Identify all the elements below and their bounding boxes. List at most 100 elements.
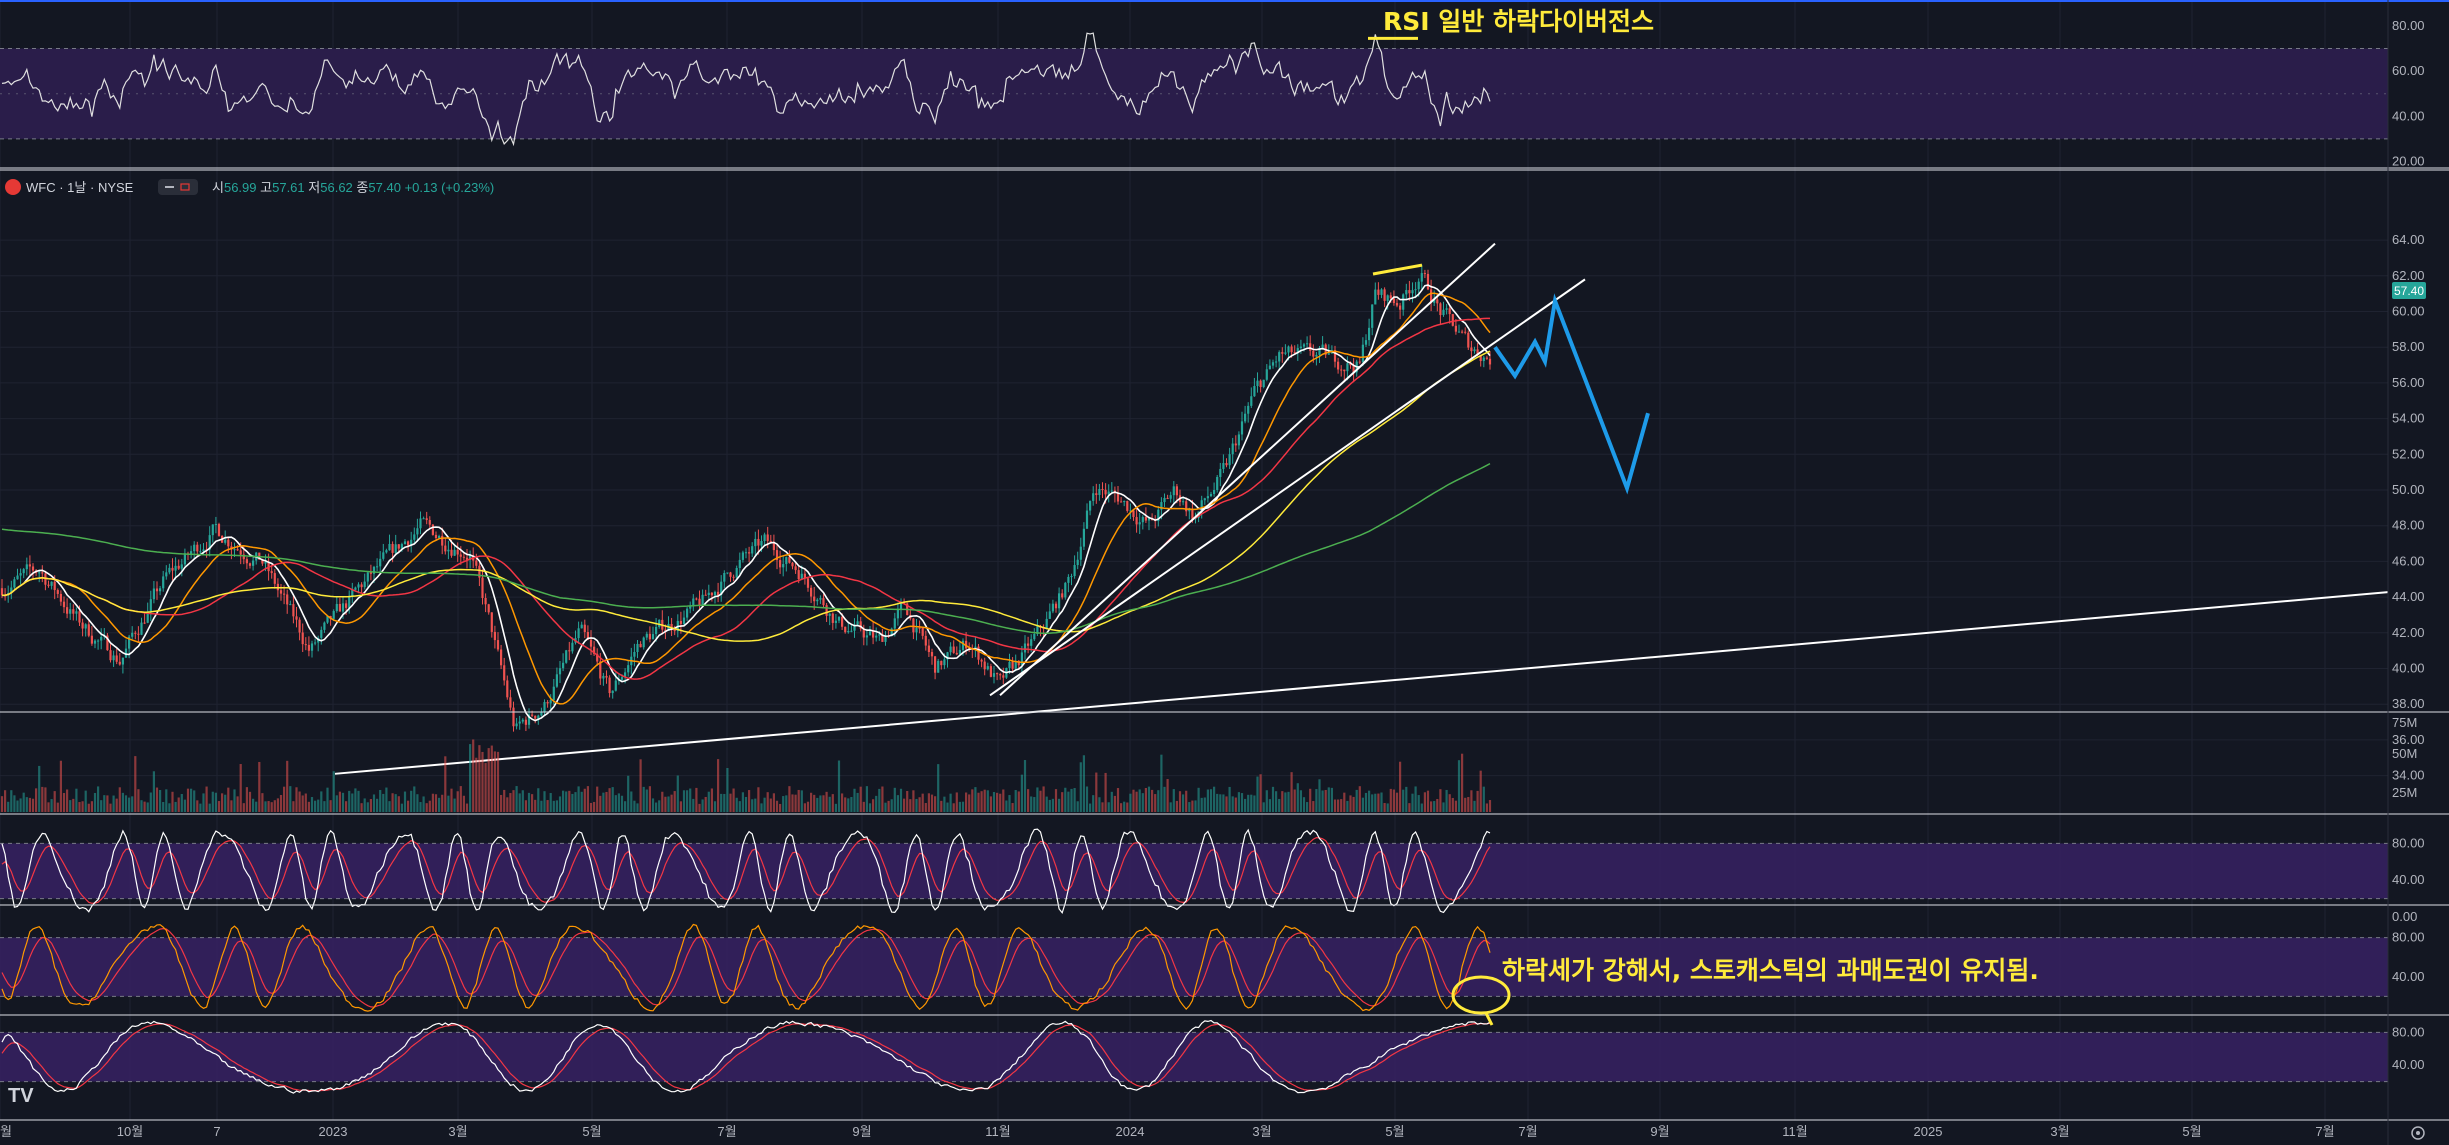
candle-body: [1237, 434, 1240, 446]
volume-bar: [813, 794, 816, 812]
volume-bar: [1479, 770, 1482, 812]
volume-bar: [1284, 792, 1287, 812]
candle-body: [475, 560, 478, 566]
candle-body: [1058, 593, 1061, 609]
candle-body: [571, 642, 574, 652]
trend-lines: [334, 242, 2389, 775]
candle-body: [875, 635, 878, 638]
volume-bar: [106, 795, 109, 812]
oscillator-pane-3[interactable]: [1, 1019, 1491, 1094]
volume-bar: [872, 799, 875, 812]
volume-bar: [298, 791, 301, 812]
candle-body: [1479, 354, 1482, 362]
candle-body: [1045, 618, 1048, 629]
time-axis[interactable]: 월 10월 7 2023 3월 5월 7월 9월 11월 2024 3월 5월 7월 9월 11월 2025 3…: [0, 1124, 2335, 1139]
volume-bar: [782, 796, 785, 812]
volume-bar: [983, 789, 986, 812]
volume-bar: [1017, 791, 1020, 812]
moving-averages: [1, 284, 1491, 722]
volume-bar: [515, 786, 518, 812]
volume-bar: [577, 786, 580, 812]
volume-bar: [307, 801, 310, 812]
candle-body: [1448, 308, 1451, 315]
volume-bar: [512, 790, 515, 812]
price-tick-label: 38.00: [2392, 696, 2425, 711]
volume-bar: [186, 788, 190, 812]
volume-bar: [1191, 800, 1194, 812]
candle-body: [1380, 289, 1383, 295]
candle-body: [782, 564, 785, 568]
volume-bar: [791, 794, 794, 812]
settings-icon[interactable]: [2411, 1126, 2425, 1140]
candle-body: [1306, 343, 1309, 345]
rsi-pane[interactable]: [1, 32, 1491, 147]
volume-bar: [661, 791, 664, 812]
candle-body: [1002, 675, 1005, 678]
volume-bar: [1178, 791, 1182, 812]
moving-average-medium: [2, 292, 1491, 705]
symbol-legend[interactable]: WFC · 1날 · NYSE 시56.99 고57.61 저56.62 종57…: [5, 179, 494, 195]
price-pane[interactable]: [0, 242, 2389, 775]
candle-body: [1228, 454, 1231, 466]
candle-body: [93, 640, 97, 644]
candle-body: [859, 621, 862, 629]
volume-bar: [1417, 795, 1420, 812]
candle-body: [1231, 443, 1234, 455]
candle-body: [1253, 386, 1256, 397]
candle-body: [952, 646, 955, 653]
volume-bar: [918, 797, 921, 812]
volume-bar: [1346, 800, 1349, 812]
price-axis[interactable]: 34.00 36.00 38.00 40.00 42.00 44.00 46.00 48.00…: [2392, 18, 2425, 1072]
candle-body: [165, 572, 168, 577]
candle-body: [345, 603, 348, 608]
projection-path: [1493, 293, 1650, 495]
legend-toggle-button[interactable]: [158, 179, 198, 195]
volume-bar: [1386, 803, 1389, 812]
candle-body: [509, 697, 512, 708]
candle-body: [279, 590, 283, 594]
volume-bar: [949, 793, 952, 812]
volume-bar: [859, 786, 862, 812]
volume-bar: [230, 800, 233, 812]
candle-body: [583, 624, 586, 633]
volume-bar: [199, 803, 202, 812]
price-tick-label: 34.00: [2392, 768, 2425, 783]
volume-pane[interactable]: [0, 739, 1492, 812]
volume-bar: [692, 798, 695, 812]
volume-bar: [1414, 786, 1417, 812]
time-tick-label: 10월: [117, 1124, 143, 1139]
price-tick-label: 40.00: [2392, 661, 2425, 676]
volume-bar: [69, 800, 72, 812]
volume-bar: [168, 803, 171, 812]
volume-bar: [689, 788, 692, 812]
candle-body: [28, 564, 31, 567]
candle-body: [738, 559, 741, 568]
volume-bar: [1470, 790, 1473, 812]
volume-bar: [937, 764, 940, 812]
candle-body: [496, 640, 500, 650]
volume-bar: [1423, 792, 1426, 812]
candle-body: [233, 549, 236, 551]
moving-average-short: [2, 284, 1491, 722]
time-tick-label: 2025: [1914, 1124, 1943, 1139]
candle-body: [1123, 501, 1126, 503]
candle-body: [1166, 497, 1169, 499]
oscillator-tick-label: 80.00: [2392, 1024, 2425, 1039]
stochastic-pane[interactable]: [1, 923, 1491, 1012]
candle-body: [515, 723, 518, 727]
candle-body: [788, 557, 791, 563]
oscillator-pane-1[interactable]: [1, 828, 1491, 915]
volume-bar: [1116, 788, 1120, 812]
candle-body: [1420, 273, 1423, 282]
candle-body: [955, 652, 958, 655]
candle-body: [196, 544, 199, 552]
volume-bar: [1206, 789, 1209, 812]
volume-bar: [797, 789, 800, 812]
candle-body: [543, 702, 546, 713]
candle-body: [534, 715, 537, 719]
volume-bar: [1337, 799, 1340, 812]
volume-bar: [524, 800, 527, 812]
volume-bar: [1399, 761, 1402, 812]
